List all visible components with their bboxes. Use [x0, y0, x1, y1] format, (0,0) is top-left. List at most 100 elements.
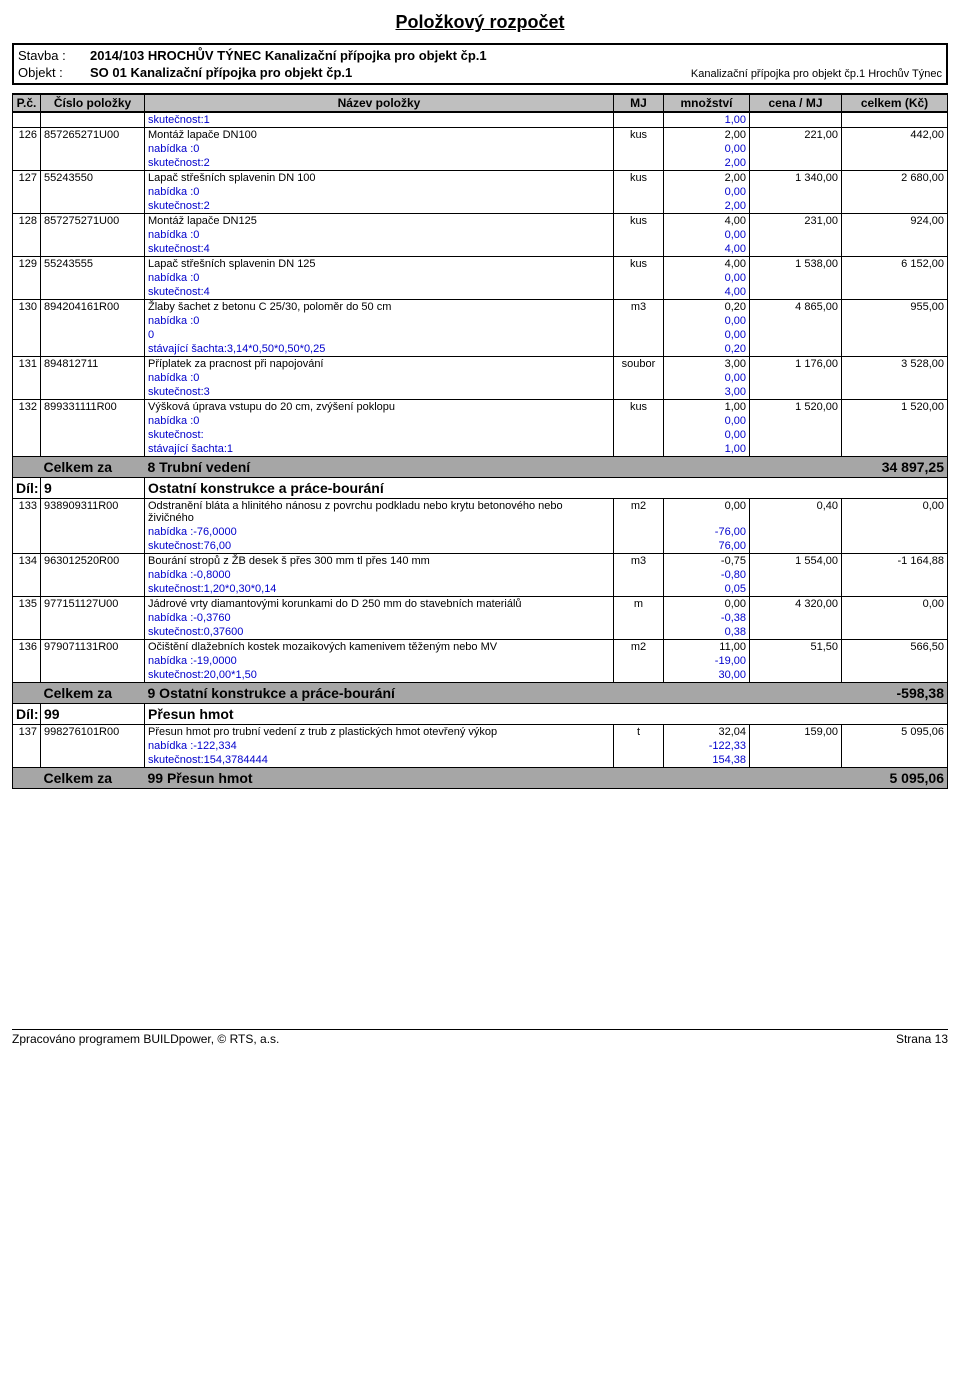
cell — [41, 568, 145, 582]
cell: skutečnost:3 — [145, 385, 614, 400]
cell — [750, 539, 842, 554]
cell — [41, 199, 145, 214]
cell: -1 164,88 — [842, 554, 948, 569]
objekt-note: Kanalizační přípojka pro objekt čp.1 Hro… — [691, 68, 942, 80]
cell — [614, 668, 664, 683]
table-row: 12755243550Lapač střešních splavenin DN … — [13, 171, 948, 186]
cell: Díl: — [13, 478, 41, 499]
table-row: skutečnost:0,376000,38 — [13, 625, 948, 640]
cell — [614, 539, 664, 554]
cell: nabídka :-76,0000 — [145, 525, 614, 539]
cell: 3,00 — [664, 357, 750, 372]
cell — [13, 568, 41, 582]
cell: 4 865,00 — [750, 300, 842, 315]
cell — [614, 285, 664, 300]
cell: Celkem za — [41, 457, 145, 478]
cell — [614, 156, 664, 171]
cell: 0,00 — [664, 328, 750, 342]
table-row: skutečnost:1,20*0,30*0,140,05 — [13, 582, 948, 597]
cell — [13, 185, 41, 199]
cell — [13, 753, 41, 768]
cell — [842, 342, 948, 357]
cell: stávající šachta:3,14*0,50*0,50*0,25 — [145, 342, 614, 357]
cell: 566,50 — [842, 640, 948, 655]
cell — [13, 199, 41, 214]
table-row: nabídka :00,00 — [13, 142, 948, 156]
cell: skutečnost:20,00*1,50 — [145, 668, 614, 683]
cell: 137 — [13, 725, 41, 740]
cell: 442,00 — [842, 128, 948, 143]
cell — [614, 199, 664, 214]
cell — [41, 525, 145, 539]
cell: kus — [614, 257, 664, 272]
cell: 1 554,00 — [750, 554, 842, 569]
cell — [750, 611, 842, 625]
cell: skutečnost: — [145, 428, 614, 442]
cell: m2 — [614, 499, 664, 526]
cell: 4,00 — [664, 257, 750, 272]
table-row: nabídka :-19,0000-19,00 — [13, 654, 948, 668]
cell — [13, 242, 41, 257]
cell: 977151127U00 — [41, 597, 145, 612]
cell — [41, 753, 145, 768]
cell: 127 — [13, 171, 41, 186]
cell — [41, 539, 145, 554]
cell: m3 — [614, 300, 664, 315]
budget-table: P.č. Číslo položky Název položky MJ množ… — [12, 93, 948, 789]
cell: 0,00 — [664, 499, 750, 526]
cell: 76,00 — [664, 539, 750, 554]
cell: 963012520R00 — [41, 554, 145, 569]
cell — [13, 611, 41, 625]
cell: 132 — [13, 400, 41, 415]
cell — [41, 285, 145, 300]
th-name: Název položky — [145, 94, 614, 112]
cell: 134 — [13, 554, 41, 569]
table-row: 00,00 — [13, 328, 948, 342]
table-row: 136979071131R00Očištění dlažebních koste… — [13, 640, 948, 655]
table-row: 128857275271U00Montáž lapače DN125kus4,0… — [13, 214, 948, 229]
cell: 129 — [13, 257, 41, 272]
table-row: 12955243555Lapač střešních splavenin DN … — [13, 257, 948, 272]
table-row: nabídka :00,00 — [13, 371, 948, 385]
cell — [13, 668, 41, 683]
cell: 894812711 — [41, 357, 145, 372]
table-row: 135977151127U00Jádrové vrty diamantovými… — [13, 597, 948, 612]
cell: 1 538,00 — [750, 257, 842, 272]
cell: Lapač střešních splavenin DN 125 — [145, 257, 614, 272]
cell — [13, 683, 41, 704]
cell: Montáž lapače DN100 — [145, 128, 614, 143]
cell: 0,00 — [664, 271, 750, 285]
cell: 0 — [145, 328, 614, 342]
cell: 9 — [41, 478, 145, 499]
cell — [614, 385, 664, 400]
cell: 4,00 — [664, 242, 750, 257]
cell: skutečnost:154,3784444 — [145, 753, 614, 768]
cell: 1 176,00 — [750, 357, 842, 372]
th-qty: množství — [664, 94, 750, 112]
cell: 3,00 — [664, 385, 750, 400]
cell: -0,38 — [664, 611, 750, 625]
table-row: nabídka :00,00 — [13, 228, 948, 242]
cell — [842, 625, 948, 640]
cell: Montáž lapače DN125 — [145, 214, 614, 229]
cell: -122,33 — [664, 739, 750, 753]
header-block: Stavba : 2014/103 HROCHŮV TÝNEC Kanaliza… — [12, 43, 948, 85]
cell — [842, 428, 948, 442]
stavba-value: 2014/103 HROCHŮV TÝNEC Kanalizační přípo… — [90, 48, 487, 63]
cell: 0,00 — [842, 499, 948, 526]
cell — [842, 414, 948, 428]
cell: nabídka :-122,334 — [145, 739, 614, 753]
cell: Žlaby šachet z betonu C 25/30, poloměr d… — [145, 300, 614, 315]
cell: 0,20 — [664, 342, 750, 357]
cell: -598,38 — [842, 683, 948, 704]
cell: 51,50 — [750, 640, 842, 655]
cell: 0,00 — [842, 597, 948, 612]
cell — [842, 328, 948, 342]
cell — [750, 142, 842, 156]
table-row: skutečnost:154,3784444154,38 — [13, 753, 948, 768]
cell — [614, 228, 664, 242]
cell — [614, 314, 664, 328]
cell: skutečnost:4 — [145, 285, 614, 300]
cell: 857275271U00 — [41, 214, 145, 229]
cell — [750, 414, 842, 428]
